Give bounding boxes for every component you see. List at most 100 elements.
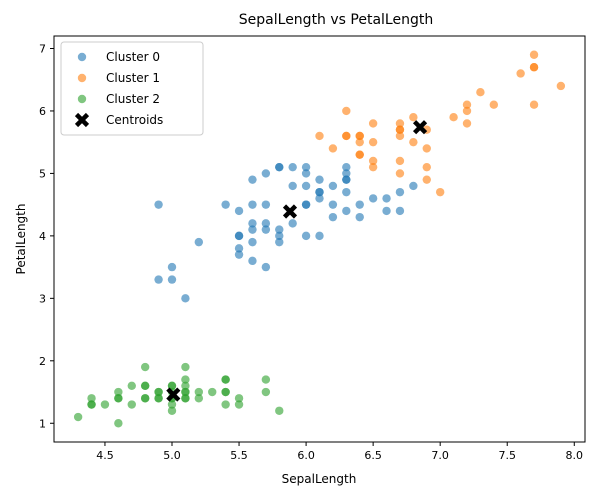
data-point bbox=[221, 400, 230, 409]
data-point bbox=[355, 212, 364, 222]
data-point bbox=[315, 187, 324, 197]
data-point bbox=[167, 275, 177, 284]
legend-label: Cluster 2 bbox=[106, 92, 160, 106]
series-3 bbox=[166, 120, 428, 402]
data-point bbox=[368, 194, 378, 203]
x-tick-label: 7.0 bbox=[431, 449, 449, 462]
data-point bbox=[355, 150, 364, 159]
data-point bbox=[87, 400, 96, 409]
data-point bbox=[194, 394, 204, 403]
data-point bbox=[234, 206, 244, 216]
data-point bbox=[181, 381, 190, 390]
data-point bbox=[154, 387, 163, 397]
x-axis-label: SepalLength bbox=[282, 472, 357, 486]
data-point bbox=[328, 212, 338, 222]
data-point bbox=[234, 231, 244, 241]
data-point bbox=[301, 162, 311, 172]
data-point bbox=[355, 131, 364, 141]
data-point bbox=[221, 200, 230, 209]
data-point bbox=[422, 162, 431, 172]
data-point bbox=[261, 262, 271, 272]
centroid-marker bbox=[412, 120, 428, 135]
data-point bbox=[315, 194, 324, 203]
data-point bbox=[301, 169, 311, 178]
data-point bbox=[100, 400, 110, 409]
centroid-marker bbox=[282, 204, 298, 219]
data-point bbox=[288, 181, 297, 191]
series-0 bbox=[154, 162, 418, 303]
y-tick-label: 7 bbox=[39, 42, 46, 55]
data-point bbox=[529, 63, 539, 72]
data-point bbox=[368, 137, 378, 147]
data-point bbox=[342, 131, 351, 141]
data-point bbox=[261, 225, 271, 234]
data-point bbox=[181, 394, 190, 403]
legend-label: Centroids bbox=[106, 113, 163, 127]
data-point bbox=[462, 100, 472, 109]
data-point bbox=[342, 175, 351, 184]
x-tick-label: 5.5 bbox=[230, 449, 248, 462]
data-point bbox=[342, 106, 351, 116]
data-point bbox=[422, 175, 431, 184]
data-point bbox=[181, 294, 190, 303]
data-point bbox=[275, 225, 284, 234]
data-point bbox=[127, 400, 136, 409]
data-point bbox=[395, 169, 405, 178]
y-tick-label: 2 bbox=[39, 355, 46, 368]
data-point bbox=[382, 206, 391, 216]
legend-box bbox=[60, 41, 204, 136]
data-point bbox=[154, 394, 163, 403]
data-point bbox=[181, 387, 190, 397]
data-point bbox=[355, 200, 364, 209]
data-point bbox=[328, 200, 338, 209]
data-point bbox=[114, 394, 123, 403]
data-point bbox=[342, 162, 351, 172]
data-point bbox=[234, 394, 244, 403]
legend-marker bbox=[77, 94, 87, 104]
data-point bbox=[154, 200, 163, 209]
data-point bbox=[194, 237, 204, 247]
data-point bbox=[301, 231, 311, 241]
data-point bbox=[87, 394, 96, 403]
series-1 bbox=[315, 50, 566, 197]
data-point bbox=[261, 375, 271, 384]
data-point bbox=[154, 275, 163, 284]
x-tick-label: 5.0 bbox=[163, 449, 181, 462]
plot-area bbox=[73, 50, 566, 428]
data-point bbox=[409, 113, 418, 122]
data-point bbox=[489, 100, 499, 109]
data-point bbox=[167, 381, 177, 390]
data-point bbox=[301, 200, 311, 209]
data-point bbox=[261, 387, 271, 397]
data-point bbox=[127, 381, 136, 390]
data-point bbox=[409, 137, 418, 147]
data-point bbox=[462, 106, 472, 116]
data-point bbox=[516, 69, 525, 78]
y-tick-label: 5 bbox=[39, 167, 46, 180]
data-point bbox=[409, 181, 418, 191]
data-point bbox=[462, 119, 472, 128]
data-point bbox=[275, 406, 284, 415]
data-point bbox=[395, 187, 405, 197]
data-point bbox=[248, 237, 257, 247]
data-point bbox=[395, 156, 405, 166]
data-point bbox=[328, 181, 338, 191]
x-tick-label: 6.5 bbox=[364, 449, 382, 462]
data-point bbox=[248, 256, 257, 266]
data-point bbox=[167, 406, 177, 415]
data-point bbox=[355, 137, 364, 147]
data-point bbox=[556, 81, 566, 91]
legend-marker bbox=[77, 73, 87, 83]
data-point bbox=[275, 162, 284, 172]
data-point bbox=[315, 175, 324, 184]
data-point bbox=[140, 394, 150, 403]
data-point bbox=[342, 206, 351, 216]
x-tick-label: 6.0 bbox=[297, 449, 315, 462]
series-2 bbox=[73, 362, 284, 428]
data-point bbox=[234, 244, 244, 253]
legend-marker bbox=[77, 52, 87, 62]
centroid-marker bbox=[166, 387, 181, 402]
data-point bbox=[422, 144, 431, 153]
data-point bbox=[194, 387, 204, 397]
